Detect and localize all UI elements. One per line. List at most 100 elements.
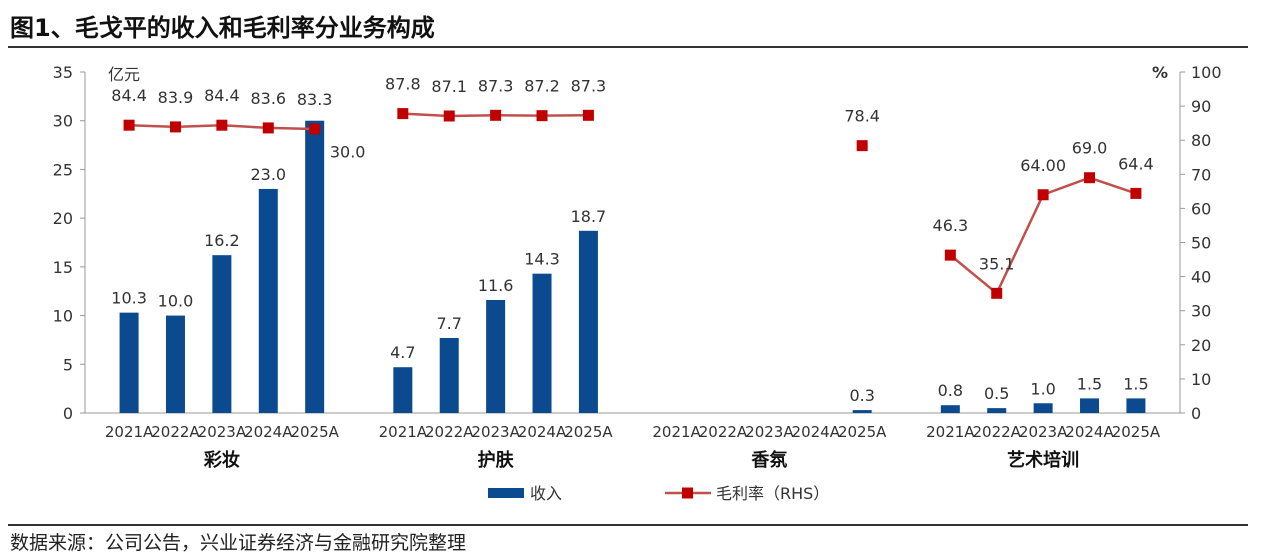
legend-line-label: 毛利率（RHS）	[716, 484, 829, 503]
right-tick-label: 10	[1191, 370, 1211, 389]
x-tick-label: 2023A	[1019, 423, 1068, 441]
margin-marker	[216, 119, 228, 131]
revenue-data-label: 16.2	[204, 231, 240, 250]
margin-marker	[443, 110, 455, 122]
revenue-data-label: 10.0	[158, 292, 194, 311]
bottom-rule	[8, 524, 1248, 526]
x-tick-label: 2025A	[564, 423, 613, 441]
margin-marker	[1037, 189, 1049, 201]
margin-marker	[856, 140, 868, 152]
revenue-bar	[305, 120, 325, 413]
legend-bar-label: 收入	[530, 484, 562, 503]
revenue-bar	[532, 273, 552, 413]
revenue-data-label: 11.6	[478, 276, 514, 295]
left-tick-label: 20	[53, 209, 73, 228]
margin-data-label: 83.3	[297, 90, 333, 109]
x-tick-label: 2025A	[290, 423, 339, 441]
margin-data-label: 83.6	[250, 89, 286, 108]
x-tick-label: 2024A	[518, 423, 567, 441]
x-tick-label: 2023A	[198, 423, 247, 441]
margin-marker	[309, 123, 321, 135]
left-tick-label: 10	[53, 307, 73, 326]
margin-data-label: 84.4	[111, 86, 147, 105]
right-tick-label: 80	[1191, 131, 1211, 150]
right-tick-label: 50	[1191, 234, 1211, 253]
margin-data-label: 35.1	[979, 254, 1015, 273]
group-label: 护肤	[478, 449, 515, 471]
margin-data-label: 87.8	[385, 75, 421, 94]
revenue-bar	[1080, 398, 1100, 413]
revenue-data-label: 1.0	[1030, 379, 1055, 398]
revenue-bar	[1126, 398, 1146, 413]
margin-marker	[169, 121, 181, 133]
revenue-data-label: 7.7	[437, 314, 462, 333]
revenue-bar	[578, 230, 598, 413]
revenue-data-label: 23.0	[250, 165, 286, 184]
margin-marker	[582, 109, 594, 121]
x-tick-label: 2024A	[244, 423, 293, 441]
revenue-bar	[1033, 403, 1053, 413]
right-tick-label: 40	[1191, 268, 1211, 287]
left-tick-label: 30	[53, 112, 73, 131]
source-note: 数据来源：公司公告，兴业证券经济与金融研究院整理	[10, 532, 467, 554]
x-tick-label: 2025A	[838, 423, 887, 441]
margin-data-label: 87.1	[431, 77, 467, 96]
left-unit-label: 亿元	[108, 65, 140, 84]
revenue-bar	[852, 410, 872, 413]
x-tick-label: 2023A	[745, 423, 794, 441]
revenue-bar	[393, 367, 413, 413]
right-unit-label: %	[1152, 63, 1168, 82]
right-tick-label: 90	[1191, 97, 1211, 116]
left-tick-label: 15	[53, 258, 73, 277]
revenue-bar	[212, 255, 232, 413]
margin-marker	[991, 287, 1003, 299]
revenue-data-label: 14.3	[524, 250, 560, 269]
x-tick-label: 2023A	[471, 423, 520, 441]
revenue-data-label: 18.7	[571, 207, 607, 226]
x-tick-label: 2022A	[151, 423, 200, 441]
margin-marker	[944, 249, 956, 261]
margin-data-label: 87.3	[571, 76, 607, 95]
margin-marker	[1084, 172, 1096, 184]
margin-data-label: 64.4	[1118, 154, 1154, 173]
figure-title: 图1、毛戈平的收入和毛利率分业务构成	[10, 14, 435, 42]
right-tick-label: 60	[1191, 199, 1211, 218]
revenue-data-label: 10.3	[111, 289, 147, 308]
margin-data-label: 87.2	[524, 77, 560, 96]
revenue-bar	[119, 312, 139, 413]
margin-marker	[1130, 187, 1142, 199]
x-tick-label: 2022A	[699, 423, 748, 441]
x-tick-label: 2021A	[926, 423, 975, 441]
revenue-data-label: 30.0	[330, 143, 366, 162]
right-tick-label: 30	[1191, 302, 1211, 321]
margin-marker	[262, 122, 274, 134]
chart-canvas: 0 5 10 15 20 25 30 35 0 10 20 30 40 50 60 70 80 90 100 亿元 % 2…	[53, 63, 1222, 503]
left-tick-label: 5	[63, 355, 73, 374]
right-tick-label: 0	[1191, 404, 1201, 423]
x-tick-label: 2022A	[425, 423, 474, 441]
margin-data-label: 78.4	[844, 107, 880, 126]
revenue-bar	[987, 408, 1007, 413]
x-tick-label: 2022A	[973, 423, 1022, 441]
group-label: 香氛	[750, 449, 787, 471]
margin-marker	[490, 109, 502, 121]
revenue-data-label: 1.5	[1123, 374, 1148, 393]
x-tick-label: 2021A	[652, 423, 701, 441]
margin-data-label: 46.3	[933, 216, 969, 235]
revenue-bar	[940, 405, 960, 413]
left-tick-label: 35	[53, 63, 73, 82]
x-tick-label: 2025A	[1112, 423, 1161, 441]
revenue-data-label: 0.3	[849, 386, 874, 405]
margin-data-label: 83.9	[158, 88, 194, 107]
revenue-data-label: 0.5	[984, 384, 1009, 403]
revenue-data-label: 1.5	[1077, 374, 1102, 393]
x-tick-label: 2024A	[792, 423, 841, 441]
revenue-bar	[486, 299, 506, 413]
x-tick-label: 2024A	[1065, 423, 1114, 441]
margin-marker	[536, 110, 548, 122]
revenue-data-label: 0.8	[938, 381, 963, 400]
margin-data-label: 87.3	[478, 76, 514, 95]
margin-data-label: 69.0	[1072, 139, 1108, 158]
group-label: 艺术培训	[1007, 449, 1079, 471]
x-tick-label: 2021A	[379, 423, 428, 441]
